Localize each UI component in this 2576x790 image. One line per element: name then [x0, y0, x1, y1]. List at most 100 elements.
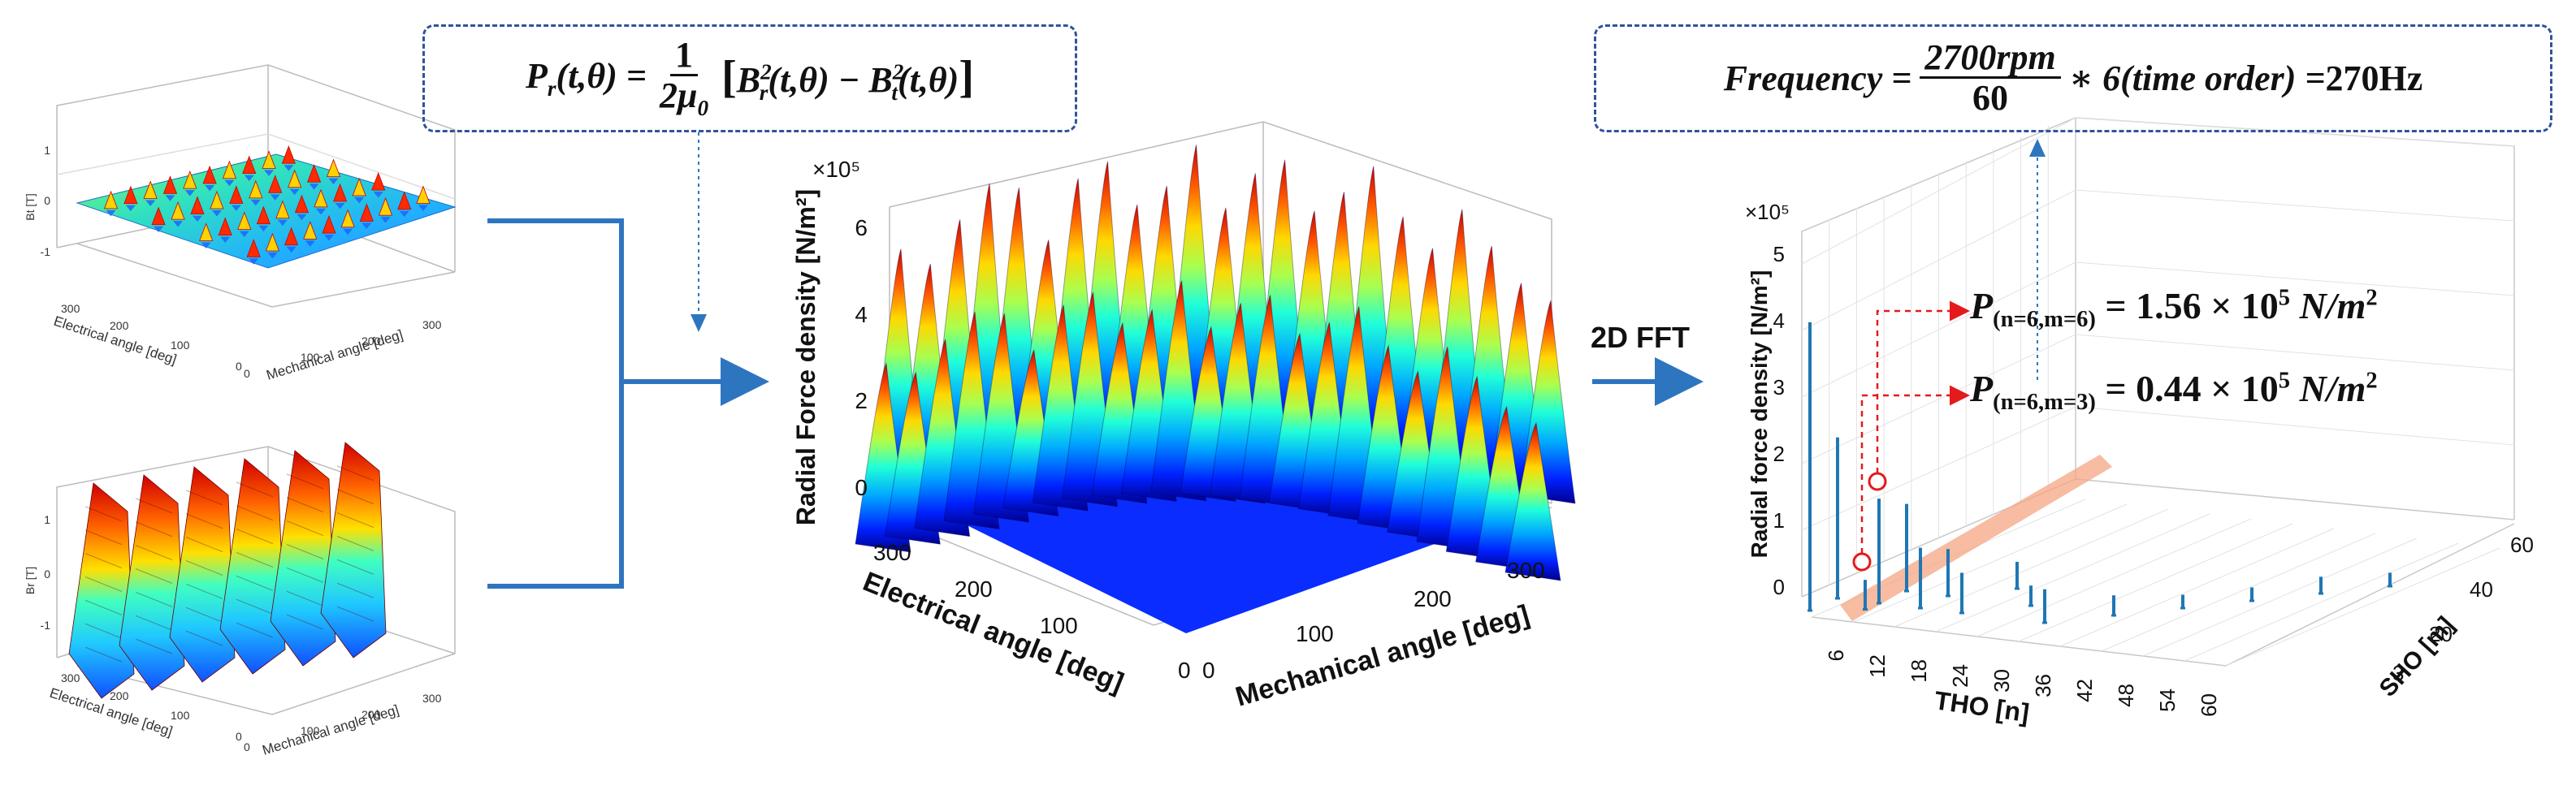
br-ztick: 0: [44, 568, 50, 581]
bt-trough: [418, 205, 428, 211]
center-ytick: 100: [1040, 613, 1078, 638]
br-mesh-line: [236, 481, 274, 498]
br-mesh-line: [336, 559, 374, 575]
br-mesh-line: [236, 575, 274, 591]
center-ztick: 4: [855, 302, 868, 327]
center-xtick: 200: [1414, 586, 1452, 611]
grid-line: [2059, 528, 2335, 647]
br-mesh-line: [84, 623, 123, 639]
bt-spike: [268, 175, 283, 193]
bt-trough: [328, 178, 339, 185]
br-ytick: 100: [171, 709, 190, 722]
pressure-lhs: Pr(t,θ) =: [525, 56, 647, 101]
grid-line: [2075, 261, 2515, 296]
br-xtick: 300: [422, 692, 442, 705]
spectrum-ytick: 20: [2429, 622, 2453, 646]
bt-spike: [262, 150, 276, 169]
bt-spike: [218, 217, 232, 235]
bt-trough: [224, 179, 235, 187]
bt-trough: [173, 221, 184, 227]
callout-n6-m6: P(n=6,m=6) = 1.56 × 105 N/m2: [1970, 285, 2378, 333]
bt-trough: [211, 210, 222, 217]
br-mesh-line: [84, 599, 123, 615]
br-mesh-line: [135, 591, 173, 607]
bt-trough: [305, 240, 315, 247]
bt-trough: [289, 188, 300, 196]
br-wave-crest: [169, 466, 236, 683]
spectrum-ytick: 3: [2392, 661, 2404, 685]
center-surface: [855, 145, 1576, 633]
bt-xtick: 0: [244, 367, 250, 380]
pressure-fraction: 1 2μ0: [659, 35, 709, 120]
bt-spike: [229, 185, 244, 204]
br-ytick: 0: [236, 730, 242, 743]
bt-ztick: 0: [44, 194, 50, 207]
fft-label: 2D FFT: [1591, 321, 1690, 354]
spectrum-ytick: 40: [2470, 577, 2493, 602]
bt-ytick: 200: [110, 319, 129, 332]
spectrum-xlabel: THO [n]: [1933, 685, 2031, 727]
br-mesh-line: [286, 590, 324, 607]
bt-trough: [373, 192, 383, 198]
br-mesh-line: [84, 646, 123, 663]
bt-spike: [378, 197, 393, 216]
br-mesh-line: [336, 536, 374, 551]
frequency-lhs: Frequency =: [1723, 58, 1912, 98]
bt-spike: [151, 206, 166, 226]
bt-trough: [399, 210, 409, 218]
spectrum-plot: ×10⁵ 5 4 3 2 1 0 Radial force density [N…: [1745, 117, 2534, 727]
br-ytick: 300: [61, 671, 80, 684]
br-mesh-line: [185, 607, 223, 623]
bt-spike: [314, 188, 328, 208]
bt-spike: [242, 155, 257, 174]
center-xtick: 100: [1296, 621, 1334, 646]
bt-trough: [286, 246, 297, 253]
bt-yticks: 300 200 100 0: [61, 302, 242, 373]
spectrum-ztick: 5: [1773, 242, 1785, 266]
br-mesh-line: [336, 582, 374, 598]
bt-xtick: 300: [422, 318, 442, 331]
spectrum-ztick: 0: [1773, 575, 1785, 599]
center-xticks: 0 100 200 300: [1202, 558, 1545, 683]
spectrum-scale-label: ×10⁵: [1745, 200, 1790, 224]
bt-trough: [335, 202, 345, 209]
pressure-equation-box: Pr(t,θ) = 1 2μ0 [B2r(t,θ) − B2t(t,θ)]: [422, 24, 1077, 132]
bt-spike: [275, 200, 290, 219]
bt-trough: [184, 190, 195, 196]
br-mesh-line: [236, 529, 274, 545]
br-mesh-line: [185, 513, 223, 529]
br-mesh-line: [286, 473, 324, 490]
bt-trough: [165, 195, 175, 201]
br-zlabel: Br [T]: [24, 567, 37, 594]
br-mesh-line: [185, 630, 223, 646]
grid-line: [1894, 508, 2169, 628]
bt-spike: [143, 180, 158, 199]
bt-spike: [359, 203, 374, 222]
center-zticks: 6 4 2 0: [855, 215, 868, 500]
bt-trough: [323, 235, 334, 241]
br-surface-plot: 1 0 -1 Br [T] 300 200 100 0 Electrical a…: [24, 442, 456, 758]
br-wave-crest: [320, 442, 387, 658]
bt-xticks: 0 100 200 300: [244, 318, 442, 380]
grid-line: [1976, 518, 2252, 637]
br-mesh-line: [286, 544, 324, 559]
center-zlabel: Radial Force density [N/m²]: [791, 189, 820, 525]
br-ztick: -1: [41, 619, 51, 632]
br-mesh-line: [336, 465, 374, 481]
bt-spike: [202, 165, 217, 184]
bt-zlabel: Bt [T]: [24, 193, 37, 220]
spectrum-xtick: 18: [1907, 659, 1931, 683]
bt-trough: [267, 253, 278, 259]
bt-spike: [322, 214, 336, 234]
br-mesh-line: [84, 553, 123, 569]
bt-trough: [106, 209, 116, 217]
pressure-rhs: [B2r(t,θ) − B2t(t,θ)]: [721, 52, 974, 105]
spectrum-ytick: 60: [2510, 533, 2534, 557]
bt-trough: [250, 199, 261, 206]
br-mesh-line: [185, 490, 223, 506]
bt-ztick: -1: [41, 245, 51, 258]
bt-xtick: 100: [301, 351, 320, 364]
callout-n6-m3: P(n=6,m=3) = 0.44 × 105 N/m2: [1970, 368, 2378, 416]
grid-line: [1852, 503, 2128, 623]
